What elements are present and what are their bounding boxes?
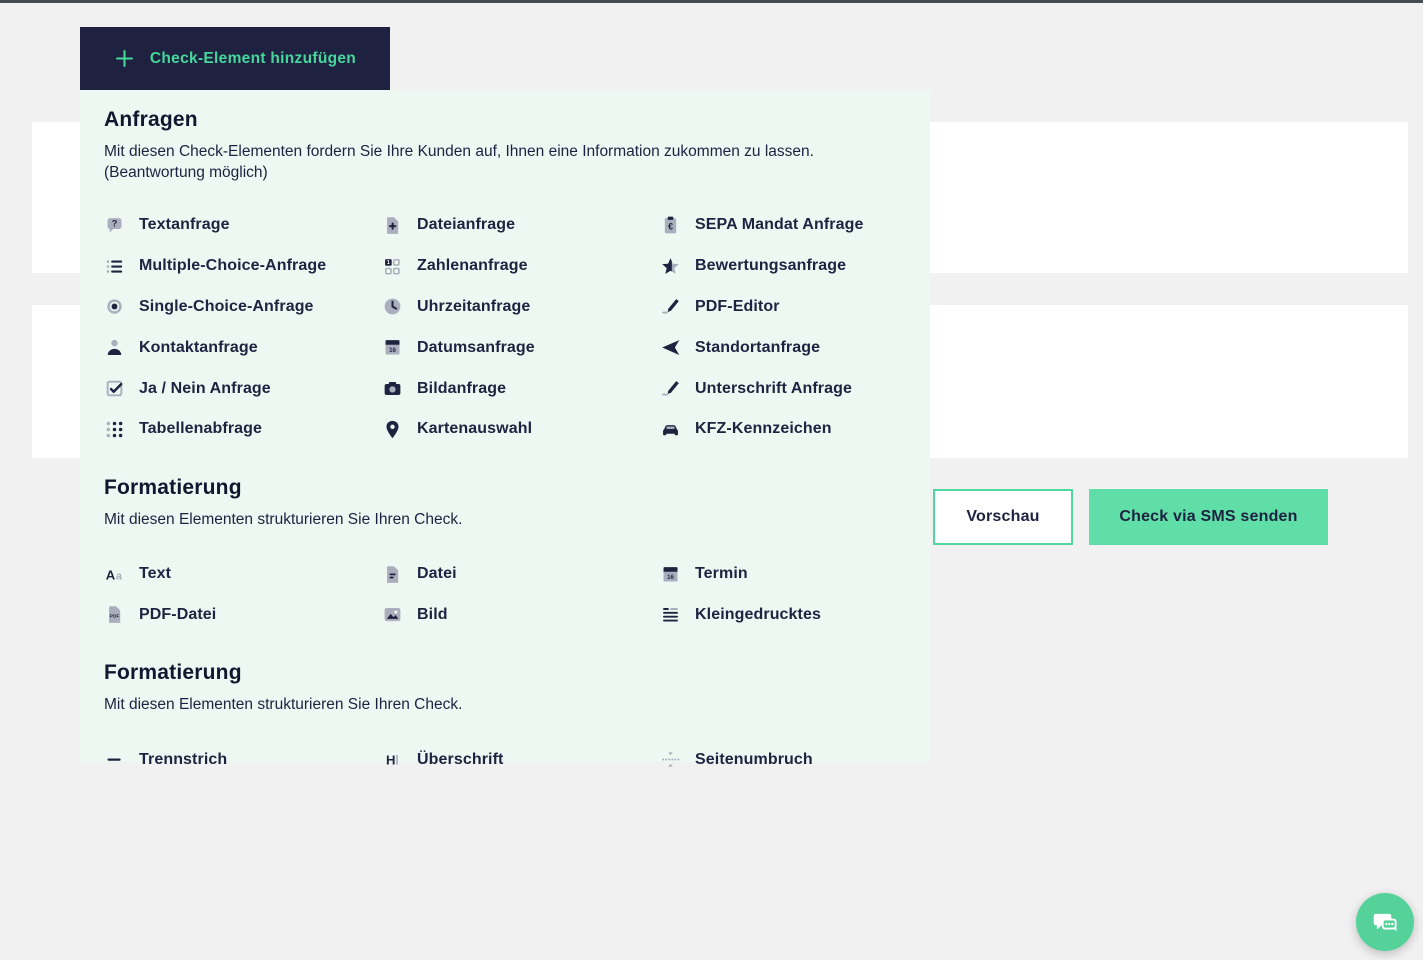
menu-section-formatierung-2: Formatierung Mit diesen Elementen strukt… — [104, 661, 906, 780]
svg-text:16: 16 — [389, 347, 396, 354]
section-description: Mit diesen Elementen strukturieren Sie I… — [104, 696, 463, 714]
calendar-16-icon: 16 — [660, 564, 681, 585]
checklist-icon — [104, 256, 125, 277]
menu-item-datumsanfrage[interactable]: 16 Datumsanfrage — [382, 327, 660, 368]
image-icon — [382, 604, 403, 625]
grid-dots-icon — [104, 419, 125, 440]
car-icon — [660, 419, 681, 440]
menu-item-kfz-kennzeichen[interactable]: KFZ-Kennzeichen — [660, 409, 938, 450]
menu-item-tabellenabfrage[interactable]: Tabellenabfrage — [104, 409, 382, 450]
file-lines-icon — [382, 564, 403, 585]
menu-section-formatierung-1: Formatierung Mit diesen Elementen strukt… — [104, 476, 906, 636]
map-pin-icon — [382, 419, 403, 440]
send-check-via-sms-button[interactable]: Check via SMS senden — [1089, 489, 1328, 545]
menu-item-seitenumbruch[interactable]: Seitenumbruch — [660, 739, 938, 780]
section-title: Anfragen — [104, 108, 198, 131]
menu-item-pdf-datei[interactable]: PDF PDF-Datei — [104, 595, 382, 636]
camera-icon — [382, 378, 403, 399]
add-check-element-label: Check-Element hinzufügen — [149, 49, 357, 67]
menu-item-unterschrift-anfrage[interactable]: Unterschrift Anfrage — [660, 368, 938, 409]
menu-item-standortanfrage[interactable]: Standortanfrage — [660, 327, 938, 368]
menu-item-bewertungsanfrage[interactable]: Bewertungsanfrage — [660, 246, 938, 287]
signature-pen-icon — [660, 378, 681, 399]
section-title: Formatierung — [104, 475, 242, 499]
add-check-element-button[interactable]: Check-Element hinzufügen — [80, 27, 390, 90]
svg-text:A: A — [106, 567, 116, 582]
menu-item-textanfrage[interactable]: ? Textanfrage — [104, 205, 382, 246]
menu-item-uhrzeitanfrage[interactable]: Uhrzeitanfrage — [382, 287, 660, 328]
section-description: Mit diesen Elementen strukturieren Sie I… — [104, 510, 463, 528]
menu-item-kartenauswahl[interactable]: Kartenauswahl — [382, 409, 660, 450]
menu-item-zahlenanfrage[interactable]: 1 Zahlenanfrage — [382, 246, 660, 287]
svg-text:1: 1 — [387, 260, 390, 266]
plus-icon — [114, 48, 135, 69]
checkbox-icon — [104, 378, 125, 399]
pdf-file-icon: PDF — [104, 604, 125, 625]
svg-text:PDF: PDF — [110, 614, 120, 620]
menu-item-bildanfrage[interactable]: Bildanfrage — [382, 368, 660, 409]
radio-button-icon — [104, 296, 125, 317]
menu-item-ueberschrift[interactable]: H Überschrift — [382, 739, 660, 780]
chat-widget-launcher[interactable] — [1356, 893, 1414, 951]
menu-item-datei[interactable]: Datei — [382, 554, 660, 595]
person-icon — [104, 337, 125, 358]
svg-text:€: € — [668, 221, 673, 231]
calendar-16-icon: 16 — [382, 337, 403, 358]
svg-text:16: 16 — [667, 573, 674, 580]
menu-item-trennstrich[interactable]: Trennstrich — [104, 739, 382, 780]
menu-item-kontaktanfrage[interactable]: Kontaktanfrage — [104, 327, 382, 368]
svg-text:?: ? — [112, 219, 118, 229]
preview-button[interactable]: Vorschau — [933, 489, 1073, 545]
top-border — [0, 0, 1423, 3]
question-bubble-icon: ? — [104, 215, 125, 236]
clock-icon — [382, 296, 403, 317]
page-break-icon — [660, 749, 681, 770]
menu-item-dateianfrage[interactable]: Dateianfrage — [382, 205, 660, 246]
chat-bubbles-icon — [1370, 907, 1400, 937]
file-plus-icon — [382, 215, 403, 236]
menu-item-ja-nein-anfrage[interactable]: Ja / Nein Anfrage — [104, 368, 382, 409]
star-icon — [660, 256, 681, 277]
number-pad-icon: 1 — [382, 256, 403, 277]
check-element-menu: Anfragen Mit diesen Check-Elementen ford… — [80, 90, 930, 768]
menu-item-kleingedrucktes[interactable]: Kleingedrucktes — [660, 595, 938, 636]
svg-text:H: H — [386, 753, 395, 768]
menu-item-pdf-editor[interactable]: PDF-Editor — [660, 287, 938, 328]
heading-icon: H — [382, 749, 403, 770]
svg-text:a: a — [116, 570, 123, 582]
fine-print-icon — [660, 604, 681, 625]
menu-item-bild[interactable]: Bild — [382, 595, 660, 636]
menu-section-anfragen: Anfragen Mit diesen Check-Elementen ford… — [104, 108, 906, 450]
clipboard-euro-icon: € — [660, 215, 681, 236]
menu-item-multiple-choice-anfrage[interactable]: Multiple-Choice-Anfrage — [104, 246, 382, 287]
location-arrow-icon — [660, 337, 681, 358]
menu-item-single-choice-anfrage[interactable]: Single-Choice-Anfrage — [104, 287, 382, 328]
section-title: Formatierung — [104, 661, 242, 685]
menu-item-termin[interactable]: 16 Termin — [660, 554, 938, 595]
section-description: Mit diesen Check-Elementen fordern Sie I… — [104, 143, 814, 181]
menu-item-sepa-mandat-anfrage[interactable]: € SEPA Mandat Anfrage — [660, 205, 938, 246]
signature-pen-icon — [660, 296, 681, 317]
section-items: ? Textanfrage Dateianfrage € SEPA Mandat… — [104, 205, 906, 450]
divider-line-icon — [104, 749, 125, 770]
section-items: Trennstrich H Überschrift Seitenumbruch — [104, 739, 906, 780]
